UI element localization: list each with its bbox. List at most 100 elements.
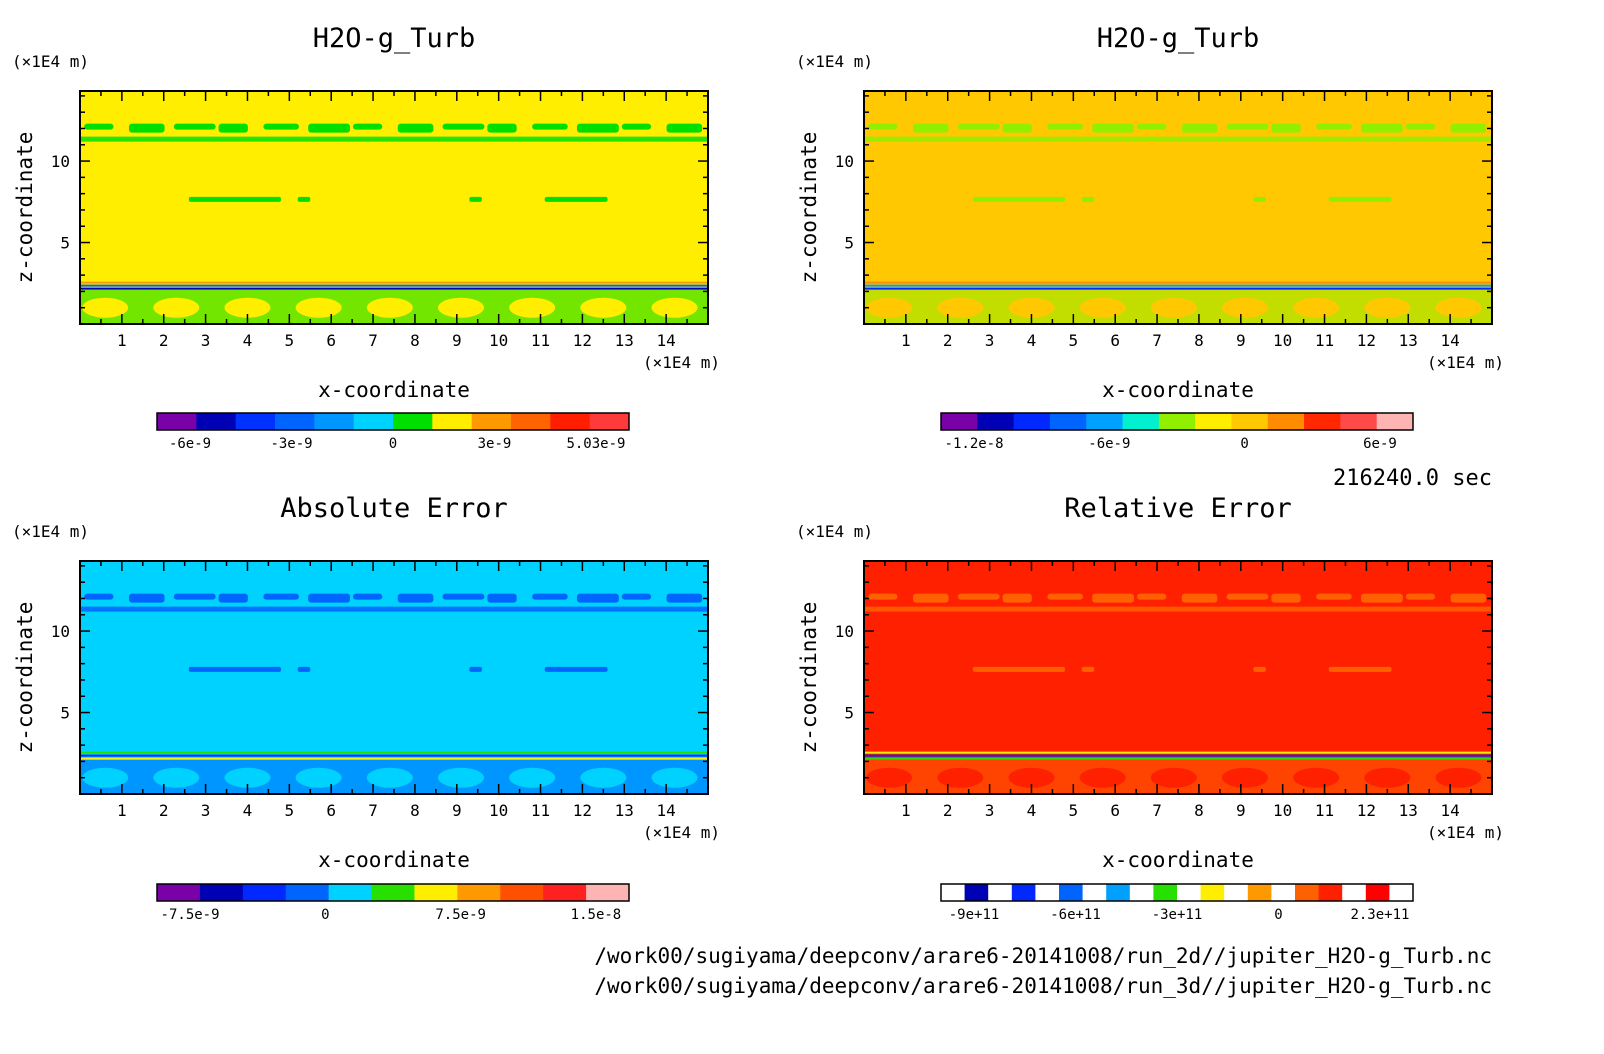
band-upper — [576, 593, 619, 603]
band-upper-line — [80, 606, 708, 612]
colorbar-swatch — [1231, 413, 1269, 430]
colorbar-swatch — [1389, 884, 1414, 901]
lower-eddy — [580, 297, 627, 318]
x-tick-label: 13 — [1399, 331, 1418, 350]
lower-eddy — [1364, 767, 1411, 788]
band-upper — [263, 123, 299, 130]
x-tick-label: 4 — [243, 331, 253, 350]
band-upper — [397, 593, 434, 603]
band-middle — [972, 196, 1065, 202]
x-axis-label: x-coordinate — [1102, 378, 1254, 402]
lower-eddy — [580, 767, 627, 788]
colorbar-label: 7.5e-9 — [435, 907, 486, 923]
colorbar-swatch — [371, 884, 415, 901]
colorbar-swatch — [199, 884, 244, 901]
colorbar: -1.2e-8 -6e-9 0 6e-9 — [940, 412, 1414, 452]
lower-eddy — [1221, 767, 1269, 788]
x-tick-label: 8 — [1194, 331, 1204, 350]
lower-eddy — [224, 297, 271, 318]
y-tick-label: 10 — [51, 152, 70, 171]
band-upper — [532, 123, 568, 130]
lower-eddy — [651, 767, 698, 788]
x-tick-label: 10 — [489, 801, 508, 820]
colorbar-swatch — [1318, 884, 1343, 901]
x-tick-label: 13 — [615, 331, 634, 350]
colorbar-label: -3e+11 — [1152, 907, 1203, 923]
x-tick-label: 9 — [1236, 331, 1246, 350]
colorbar-swatch — [1086, 413, 1124, 430]
lower-eddy — [1150, 297, 1197, 318]
colorbar: -6e-9 -3e-9 0 3e-9 5.03e-9 — [156, 412, 630, 452]
y-axis-label: z-coordinate — [797, 602, 821, 754]
x-tick-label: 11 — [1315, 331, 1334, 350]
lower-eddy — [1435, 767, 1482, 788]
band-upper — [1226, 593, 1269, 600]
colorbar-label: 0 — [1274, 907, 1282, 923]
colorbar-swatch — [285, 884, 330, 901]
y-unit-label: (×1E4 m) — [12, 52, 89, 71]
colorbar-label: -6e+11 — [1050, 907, 1101, 923]
x-tick-label: 10 — [489, 331, 508, 350]
x-tick-label: 8 — [410, 331, 420, 350]
x-tick-label: 6 — [1110, 801, 1120, 820]
colorbar-label: -6e-9 — [169, 436, 211, 452]
band-upper — [308, 593, 351, 603]
x-axis-label: x-coordinate — [318, 848, 470, 872]
x-unit-label: (×1E4 m) — [1427, 823, 1504, 842]
x-tick-label: 8 — [1194, 801, 1204, 820]
band-middle — [188, 666, 281, 672]
band-upper — [912, 123, 949, 133]
band-middle — [1081, 196, 1095, 202]
y-tick-label: 5 — [844, 234, 854, 253]
colorbar-swatch — [242, 884, 287, 901]
colorbar-label: -6e-9 — [1088, 436, 1130, 452]
time-label: 216240.0 sec — [1333, 466, 1492, 491]
colorbar-swatch — [471, 413, 512, 430]
colorbar-swatch — [550, 413, 591, 430]
band-upper — [1092, 593, 1135, 603]
lower-eddy — [1008, 297, 1055, 318]
band-upper — [218, 593, 248, 603]
band-middle — [297, 196, 311, 202]
band-upper — [1316, 593, 1352, 600]
x-tick-label: 14 — [1441, 331, 1460, 350]
x-tick-label: 11 — [1315, 801, 1334, 820]
colorbar: -7.5e-9 0 7.5e-9 1.5e-8 — [156, 883, 630, 923]
band-upper — [84, 593, 114, 600]
colorbar-swatch — [1271, 884, 1296, 901]
x-tick-label: 6 — [326, 331, 336, 350]
lower-eddy — [509, 297, 556, 318]
lower-eddy — [295, 297, 342, 318]
colorbar-label: 6e-9 — [1363, 436, 1397, 452]
colorbar-swatch — [1304, 413, 1341, 430]
chart-title: H2O-g_Turb — [313, 23, 476, 54]
x-tick-label: 2 — [943, 331, 953, 350]
band-upper — [1360, 593, 1403, 603]
panel-4: Relative Error(×1E4 m)1 2 3 4 5 6 7 8 9 10 11 12 13 1… — [796, 493, 1504, 923]
chart-title: Absolute Error — [280, 493, 508, 524]
band-upper — [912, 593, 949, 603]
band-upper-line — [80, 136, 708, 142]
heatmap-features — [864, 593, 1492, 794]
colorbar-label: -1.2e-8 — [945, 436, 1004, 452]
band-upper — [442, 593, 485, 600]
y-axis-label: z-coordinate — [797, 132, 821, 284]
band-upper — [128, 123, 165, 133]
colorbar-swatch — [988, 884, 1013, 901]
band-middle — [469, 196, 482, 202]
lower-eddy — [153, 297, 200, 318]
lower-eddy — [1079, 767, 1126, 788]
y-unit-label: (×1E4 m) — [12, 522, 89, 541]
colorbar-label: 3e-9 — [478, 436, 512, 452]
x-tick-label: 7 — [368, 801, 378, 820]
heatmap-features — [80, 593, 708, 794]
colorbar-swatch — [977, 413, 1015, 430]
colorbar-swatch — [157, 884, 201, 901]
colorbar-swatch — [1035, 884, 1060, 901]
footer-path-2d: /work00/sugiyama/deepconv/arare6-2014100… — [594, 944, 1492, 968]
colorbar-swatch — [314, 413, 355, 430]
colorbar-label: 0 — [1240, 436, 1248, 452]
band-upper — [128, 593, 165, 603]
x-tick-label: 5 — [285, 801, 295, 820]
colorbar: -9e+11 -6e+11 -3e+11 0 2.3e+11 — [940, 883, 1414, 923]
